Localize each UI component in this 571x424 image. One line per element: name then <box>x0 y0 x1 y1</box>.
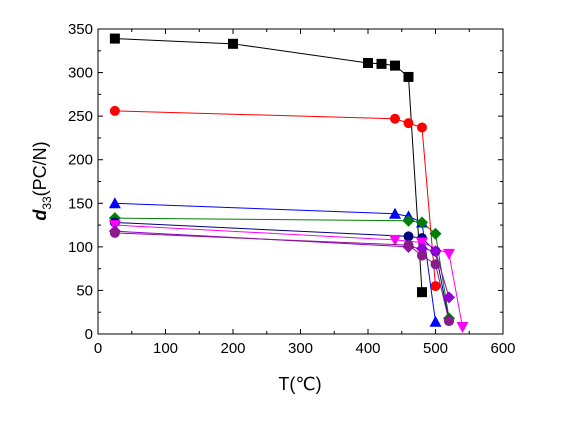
y-axis-label-main: d <box>30 209 50 221</box>
data-point <box>376 58 387 69</box>
y-axis-label: d33(PC/N) <box>30 141 54 220</box>
x-tick-label: 200 <box>220 340 245 357</box>
y-axis-label-rest: (PC/N) <box>30 141 50 196</box>
data-point <box>443 291 455 304</box>
data-point <box>444 315 454 326</box>
series-line <box>114 110 436 287</box>
y-tick-label: 350 <box>68 21 93 38</box>
data-point <box>403 71 414 82</box>
y-tick-label: 150 <box>68 195 93 212</box>
data-point <box>429 227 442 240</box>
series-line <box>114 202 436 322</box>
y-tick-label: 0 <box>85 326 93 343</box>
y-tick-label: 300 <box>68 65 93 82</box>
series-line <box>114 38 423 293</box>
data-point <box>403 231 414 242</box>
y-tick-label: 200 <box>68 152 93 169</box>
series-3 <box>108 197 442 327</box>
data-point <box>417 287 427 298</box>
data-point <box>390 60 400 71</box>
series-8 <box>109 227 454 326</box>
data-point <box>417 122 427 133</box>
data-point <box>417 250 427 261</box>
series-line <box>114 230 450 298</box>
y-tick-label: 100 <box>68 239 93 256</box>
data-point <box>390 113 400 124</box>
axis-ticks: 0 100 200 300 400 500 600 0 50 100 150 200 250 300 350 <box>68 21 516 357</box>
data-point <box>363 57 373 68</box>
series-1 <box>109 33 427 298</box>
data-point <box>456 322 469 334</box>
data-point <box>228 38 238 49</box>
y-axis-label-sub: 33 <box>40 196 54 210</box>
data-point <box>109 105 120 116</box>
data-point <box>389 207 401 219</box>
data-point <box>109 227 120 238</box>
data-point <box>430 281 441 292</box>
series-layer <box>108 33 469 334</box>
x-tick-label: 100 <box>153 340 178 357</box>
data-point <box>402 214 415 227</box>
x-tick-label: 300 <box>288 340 313 357</box>
data-point <box>389 234 401 246</box>
series-6 <box>108 220 469 334</box>
data-point <box>429 315 442 327</box>
data-point <box>429 245 442 258</box>
y-tick-label: 50 <box>76 282 93 299</box>
data-point <box>430 259 441 270</box>
data-point <box>416 216 428 229</box>
series-2 <box>109 105 441 292</box>
series-4 <box>108 212 455 325</box>
series-line <box>114 217 450 319</box>
x-tick-label: 500 <box>423 340 448 357</box>
x-tick-label: 400 <box>355 340 380 357</box>
x-tick-label: 0 <box>94 340 102 357</box>
data-point <box>403 240 414 251</box>
data-point <box>443 248 455 260</box>
y-tick-label: 250 <box>68 108 93 125</box>
x-axis-label: T(℃) <box>278 374 321 394</box>
data-point <box>109 33 120 44</box>
x-tick-label: 600 <box>490 340 515 357</box>
data-point <box>403 118 414 129</box>
data-point <box>108 197 121 209</box>
series-7 <box>108 225 455 304</box>
